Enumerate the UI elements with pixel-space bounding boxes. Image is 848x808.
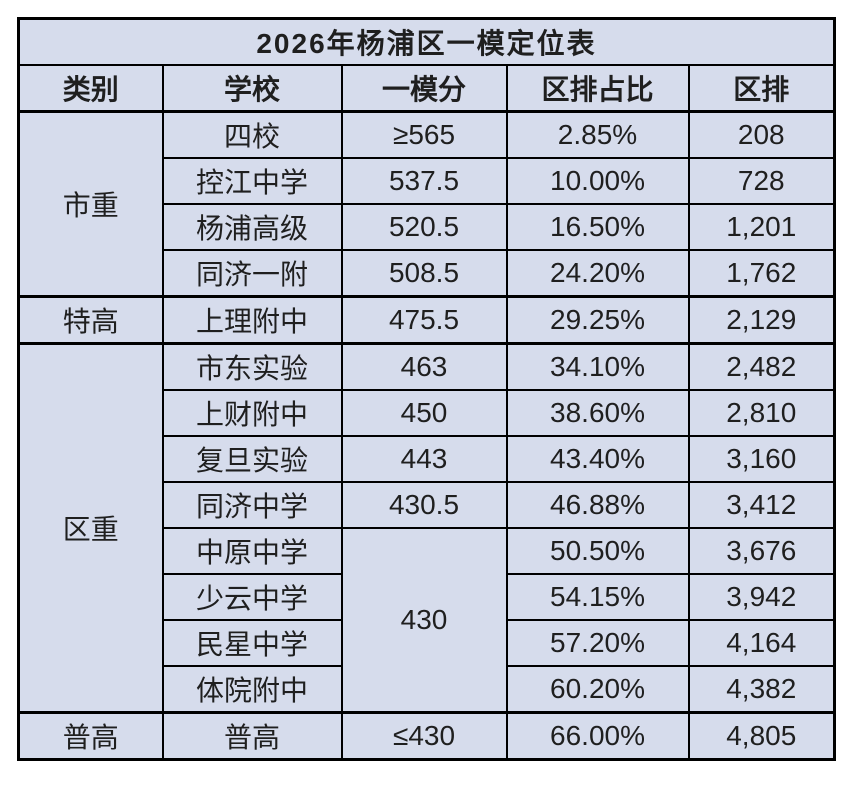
share-cell: 29.25% [505,295,690,345]
rank-cell: 4,805 [687,711,836,761]
school-cell: 上理附中 [161,295,343,345]
share-cell: 2.85% [505,110,690,159]
category-cell-quzhong: 区重 [17,342,164,714]
table-row: 上财附中 450 38.60% 2,810 [19,389,836,437]
positioning-table: 2026年杨浦区一模定位表 类别 学校 一模分 区排占比 区排 市重 四校 ≥5… [17,17,837,761]
share-cell: 46.88% [505,481,690,529]
rank-cell: 728 [687,157,836,205]
rank-cell: 3,412 [687,481,836,529]
rank-cell: 208 [687,110,836,159]
rank-cell: 4,382 [687,665,836,714]
rank-cell: 4,164 [687,619,836,667]
rank-cell: 2,482 [687,342,836,391]
school-cell: 少云中学 [161,573,343,621]
header-share: 区排占比 [505,64,690,113]
school-cell: 同济中学 [161,481,343,529]
share-cell: 50.50% [505,527,690,575]
school-cell: 同济一附 [161,249,343,298]
share-cell: 16.50% [505,203,690,251]
rank-cell: 1,762 [687,249,836,298]
school-cell: 普高 [161,711,343,761]
share-cell: 66.00% [505,711,690,761]
table-row: 特高 上理附中 475.5 29.25% 2,129 [17,295,836,345]
rank-cell: 3,160 [687,435,836,483]
rank-cell: 3,676 [687,527,836,575]
category-cell-pugao: 普高 [17,711,164,761]
school-cell: 复旦实验 [161,435,343,483]
school-cell: 市东实验 [161,342,343,391]
school-cell: 民星中学 [161,619,343,667]
share-cell: 24.20% [505,249,690,298]
table-row: 民星中学 57.20% 4,164 [19,619,836,667]
school-cell: 体院附中 [161,665,343,714]
header-category: 类别 [17,64,164,113]
score-cell: 443 [340,435,508,483]
school-cell: 控江中学 [161,157,343,205]
share-cell: 43.40% [505,435,690,483]
table-row: 杨浦高级 520.5 16.50% 1,201 [19,203,836,251]
table-row: 少云中学 54.15% 3,942 [19,573,836,621]
score-cell: ≥565 [340,110,508,159]
school-cell: 杨浦高级 [161,203,343,251]
table-row: 普高 普高 ≤430 66.00% 4,805 [17,711,836,761]
score-cell: 520.5 [340,203,508,251]
share-cell: 57.20% [505,619,690,667]
school-cell: 四校 [161,110,343,159]
table-title: 2026年杨浦区一模定位表 [17,17,836,66]
score-cell: 537.5 [340,157,508,205]
score-cell: ≤430 [340,711,508,761]
school-cell: 上财附中 [161,389,343,437]
score-cell: 450 [340,389,508,437]
merged-score-cell: 430 [340,527,508,714]
score-cell: 463 [340,342,508,391]
category-cell-shizhong: 市重 [17,110,164,298]
table-row: 控江中学 537.5 10.00% 728 [19,157,836,205]
rank-cell: 3,942 [687,573,836,621]
score-cell: 430.5 [340,481,508,529]
score-cell: 475.5 [340,295,508,345]
score-cell: 508.5 [340,249,508,298]
share-cell: 10.00% [505,157,690,205]
table-row: 复旦实验 443 43.40% 3,160 [19,435,836,483]
table-row: 同济中学 430.5 46.88% 3,412 [19,481,836,529]
table-row: 市重 四校 ≥565 2.85% 208 [17,110,836,298]
rank-cell: 1,201 [687,203,836,251]
header-row: 类别 学校 一模分 区排占比 区排 [17,64,836,113]
header-score: 一模分 [340,64,508,113]
title-row: 2026年杨浦区一模定位表 [17,17,836,66]
share-cell: 60.20% [505,665,690,714]
category-cell-tegao: 特高 [17,295,164,345]
school-cell: 中原中学 [161,527,343,575]
table-row: 同济一附 508.5 24.20% 1,762 [19,249,836,298]
rank-cell: 2,129 [687,295,836,345]
share-cell: 38.60% [505,389,690,437]
rank-cell: 2,810 [687,389,836,437]
header-rank: 区排 [687,64,836,113]
header-school: 学校 [161,64,343,113]
share-cell: 54.15% [505,573,690,621]
table-row: 体院附中 60.20% 4,382 [19,665,836,714]
table-row: 中原中学 430 50.50% 3,676 [19,527,836,714]
share-cell: 34.10% [505,342,690,391]
table-row: 区重 市东实验 463 34.10% 2,482 [17,342,836,714]
